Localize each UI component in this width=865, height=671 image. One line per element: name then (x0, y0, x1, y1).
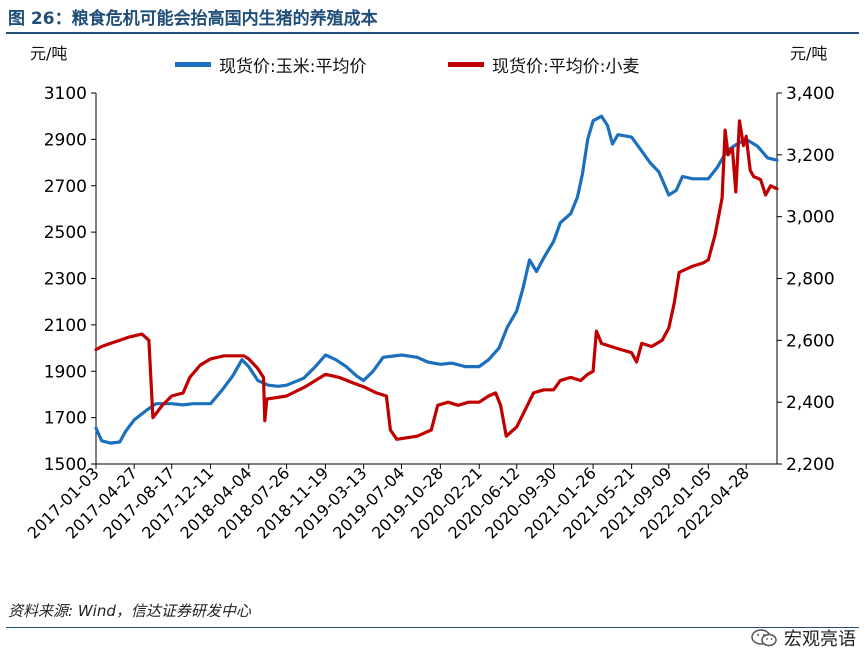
title-divider (6, 32, 859, 34)
left-tick-label: 2500 (44, 223, 87, 243)
series-line-wheat (94, 119, 779, 441)
wechat-icon (751, 629, 777, 647)
brand-watermark: 宏观亮语 (750, 625, 856, 651)
line-chart: 1500 1700 1900 2100 2300 2500 2700 2900 3100 2,20… (24, 84, 835, 543)
legend-label-wheat: 现货价:平均价:小麦 (492, 57, 640, 77)
legend-item-wheat: 现货价:平均价:小麦 (448, 52, 639, 77)
right-axis-unit: 元/吨 (790, 44, 828, 63)
left-tick-label: 2300 (44, 270, 87, 290)
left-tick-label: 1700 (44, 409, 87, 429)
brand-name: 宏观亮语 (784, 629, 856, 650)
legend-item-corn: 现货价:玉米:平均价 (175, 52, 366, 77)
figure-title: 图 26：粮食危机可能会抬高国内生猪的养殖成本 (8, 9, 378, 29)
right-tick-label: 3,400 (786, 84, 835, 104)
left-tick-label: 3100 (44, 84, 87, 104)
source-note: 资料来源: Wind，信达证券研发中心 (8, 602, 251, 620)
left-tick-label: 1500 (44, 455, 87, 475)
source-divider (6, 627, 859, 628)
legend-label-corn: 现货价:玉米:平均价 (219, 57, 367, 77)
right-tick-label: 2,200 (786, 455, 835, 475)
right-tick-label: 2,400 (786, 393, 835, 413)
left-tick-label: 2700 (44, 177, 87, 197)
left-tick-label: 2100 (44, 316, 87, 336)
right-tick-label: 2,800 (786, 270, 835, 290)
left-axis-unit: 元/吨 (30, 44, 68, 63)
left-tick-label: 1900 (44, 362, 87, 382)
left-tick-label: 2900 (44, 130, 87, 150)
legend-swatch-wheat (448, 62, 484, 67)
legend-swatch-corn (175, 62, 211, 67)
right-tick-label: 3,000 (786, 208, 835, 228)
right-tick-label: 2,600 (786, 331, 835, 351)
series-line-corn (94, 114, 779, 445)
right-tick-label: 3,200 (786, 146, 835, 166)
